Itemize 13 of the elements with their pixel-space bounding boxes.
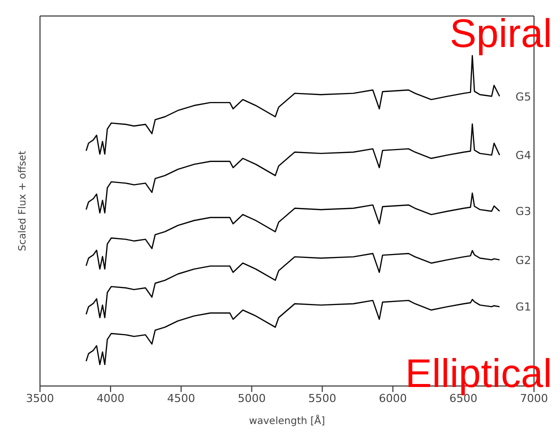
x-axis-title: wavelength [Å] bbox=[248, 414, 326, 427]
x-tick-label: 3500 bbox=[26, 392, 54, 405]
series-label: G5 bbox=[516, 90, 532, 104]
x-tick-label: 4000 bbox=[96, 392, 125, 405]
x-tick-label: 5500 bbox=[308, 392, 336, 405]
x-tick-label: 5000 bbox=[238, 392, 266, 405]
x-tick-label: 6000 bbox=[378, 392, 407, 405]
series-label: G2 bbox=[516, 254, 532, 267]
x-tick-label: 4500 bbox=[167, 392, 196, 405]
series-label: G4 bbox=[516, 149, 532, 162]
series-label: G3 bbox=[516, 205, 532, 218]
series-label: G1 bbox=[516, 300, 532, 314]
y-axis-title: Scaled Flux + offset bbox=[18, 150, 29, 252]
